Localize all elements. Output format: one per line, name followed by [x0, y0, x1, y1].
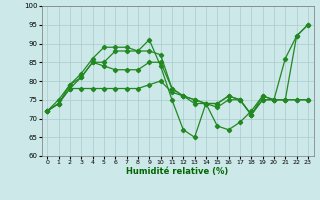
X-axis label: Humidité relative (%): Humidité relative (%): [126, 167, 229, 176]
